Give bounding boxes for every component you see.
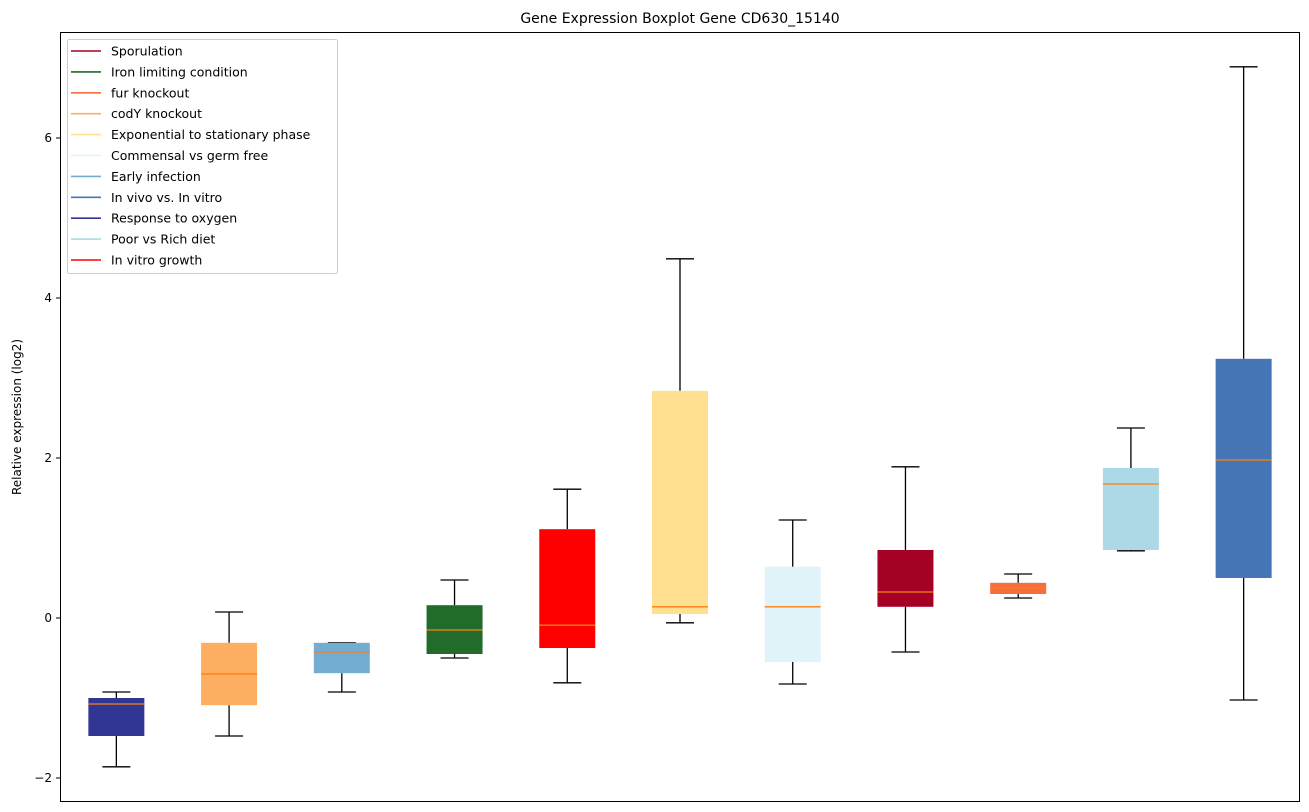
box-response-to-oxygen — [88, 691, 145, 768]
legend-entry: Iron limiting condition — [71, 64, 248, 79]
box-in-vivo-vs-in-vitro — [1215, 66, 1272, 701]
legend-label: Early infection — [111, 169, 201, 184]
box-commensal-vs-germ-free — [764, 519, 821, 685]
box-iqr — [877, 550, 934, 607]
legend-entry: fur knockout — [71, 85, 189, 100]
legend-entry: codY knockout — [71, 106, 202, 121]
box-fur-knockout — [990, 573, 1047, 599]
plot-area-frame — [60, 32, 1300, 802]
legend-label: Poor vs Rich diet — [111, 232, 215, 247]
legend-label: In vivo vs. In vitro — [111, 190, 222, 205]
box-in-vitro-growth — [539, 488, 596, 684]
legend-entry: Commensal vs germ free — [71, 148, 268, 163]
legend-label: Iron limiting condition — [111, 64, 248, 79]
box-iqr — [1215, 358, 1272, 578]
legend-label: In vitro growth — [111, 253, 202, 268]
chart-title: Gene Expression Boxplot Gene CD630_15140 — [520, 11, 839, 27]
legend-entry: Poor vs Rich diet — [71, 232, 215, 247]
y-tick-label: 4 — [44, 291, 52, 305]
legend: Sporulation Iron limiting condition fur kn… — [67, 39, 338, 274]
box-sporulation — [877, 466, 934, 653]
box-cody-knockout — [201, 611, 258, 737]
legend-entry: Response to oxygen — [71, 211, 237, 226]
legend-label: Response to oxygen — [111, 211, 237, 226]
legend-entry: Early infection — [71, 169, 201, 184]
legend-label: Exponential to stationary phase — [111, 127, 311, 142]
legend-entry: In vitro growth — [71, 253, 202, 268]
box-iqr — [1102, 468, 1159, 550]
y-tick-label: 2 — [44, 451, 52, 465]
box-iqr — [313, 642, 370, 674]
box-poor-vs-rich-diet — [1102, 427, 1159, 552]
y-axis-label: Relative expression (log2) — [10, 339, 24, 495]
legend-entry: In vivo vs. In vitro — [71, 190, 222, 205]
legend-label: Commensal vs germ free — [111, 148, 268, 163]
box-iqr — [652, 390, 708, 614]
y-tick-label: 0 — [44, 611, 52, 625]
box-iron-limiting-condition — [426, 579, 483, 659]
y-tick-label: 6 — [44, 131, 52, 145]
legend-label: Sporulation — [111, 44, 183, 59]
legend-entry: Exponential to stationary phase — [71, 127, 311, 142]
box-early-infection — [313, 642, 370, 693]
box-iqr — [764, 566, 821, 662]
legend-label: codY knockout — [111, 106, 202, 121]
legend-frame — [67, 39, 338, 274]
box-exponential-to-stationary-phase — [652, 258, 708, 624]
box-iqr — [539, 529, 596, 648]
y-tick-label: −2 — [34, 771, 52, 785]
legend-entry: Sporulation — [71, 44, 183, 59]
legend-label: fur knockout — [111, 85, 189, 100]
